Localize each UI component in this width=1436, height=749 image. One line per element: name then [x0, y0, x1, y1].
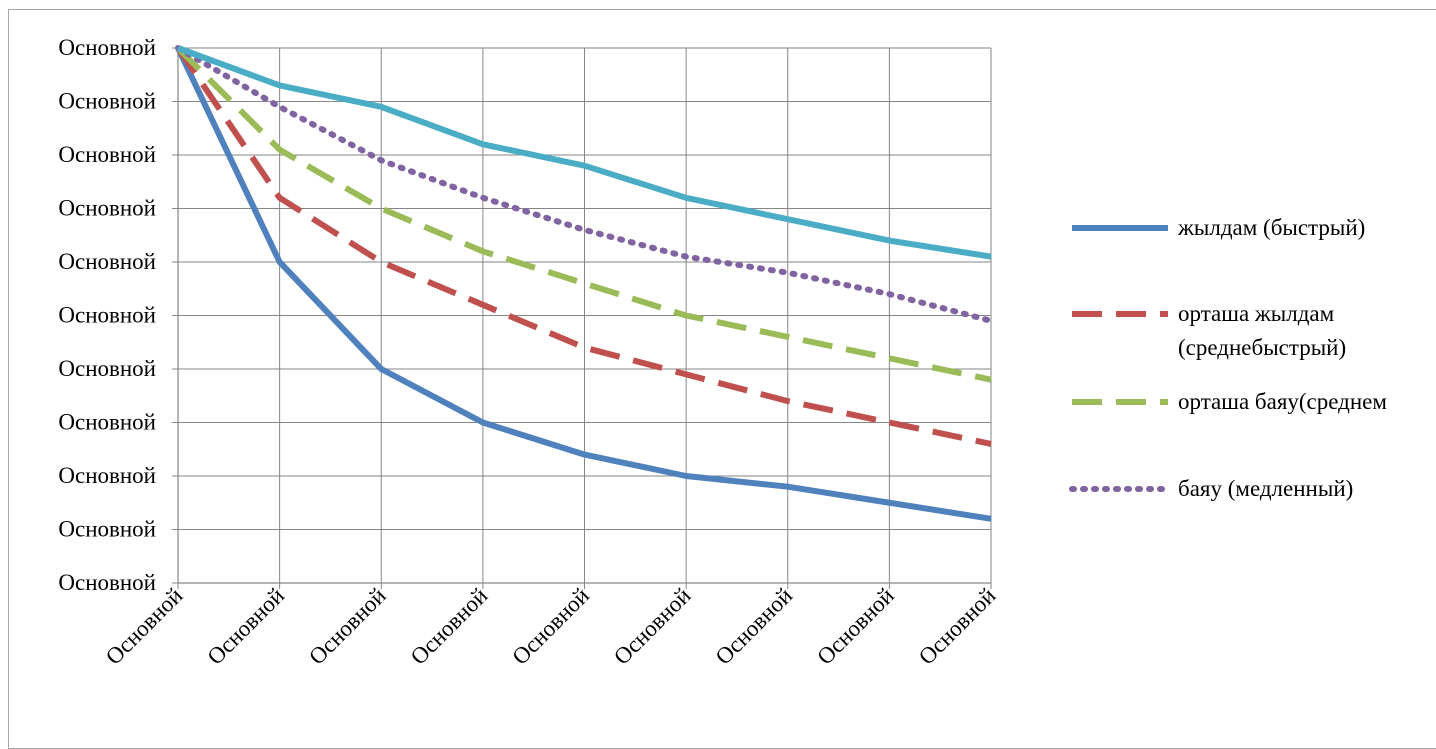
- x-tick-label: Основной: [202, 583, 289, 670]
- y-tick-labels: Основной Основной Основной Основной Основной…: [58, 35, 156, 595]
- series-line-4: [176, 45, 992, 260]
- legend-label-0: жылдам (быстрый): [1177, 215, 1365, 240]
- y-tick-label: Основной: [58, 196, 156, 221]
- x-tick-label: Основной: [914, 583, 1001, 670]
- x-tick-label: Основной: [304, 583, 391, 670]
- grid: [178, 47, 992, 583]
- x-tick-label: Основной: [609, 583, 696, 670]
- y-tick-label: Основной: [58, 356, 156, 381]
- y-tick-label: Основной: [58, 303, 156, 328]
- axes: [172, 47, 992, 589]
- series-line-2: [175, 45, 992, 383]
- legend-label-2: орташа баяу(среднем: [1178, 389, 1387, 414]
- series-lines: [175, 45, 994, 522]
- legend-label-1: орташа жылдам (среднебыстрый): [1178, 301, 1346, 360]
- x-tick-label: Основной: [711, 583, 798, 670]
- x-tick-label: Основной: [101, 583, 188, 670]
- y-tick-label: Основной: [58, 249, 156, 274]
- legend-label-3: баяу (медленный): [1178, 476, 1353, 501]
- series-line-1: [175, 46, 992, 447]
- y-tick-label: Основной: [58, 517, 156, 542]
- y-tick-label: Основной: [58, 463, 156, 488]
- x-tick-labels: Основной Основной Основной Основной Основной…: [101, 583, 1001, 670]
- y-tick-label: Основной: [58, 410, 156, 435]
- chart-frame: [8, 9, 1436, 749]
- series-line-3: [175, 45, 994, 324]
- legend: жылдам (быстрый) орташа жылдам (среднебыст…: [1069, 215, 1387, 501]
- y-tick-label: Основной: [58, 570, 156, 595]
- x-tick-label: Основной: [507, 583, 594, 670]
- x-tick-label: Основной: [406, 583, 493, 670]
- x-tick-label: Основной: [812, 583, 899, 670]
- series-line-0: [175, 46, 992, 522]
- line-chart: ОсновнойОсновнойОсновнойОсновнойОсновной…: [58, 35, 1387, 670]
- y-tick-label: Основной: [58, 89, 156, 114]
- y-tick-label: Основной: [58, 35, 156, 60]
- y-tick-label: Основной: [58, 142, 156, 167]
